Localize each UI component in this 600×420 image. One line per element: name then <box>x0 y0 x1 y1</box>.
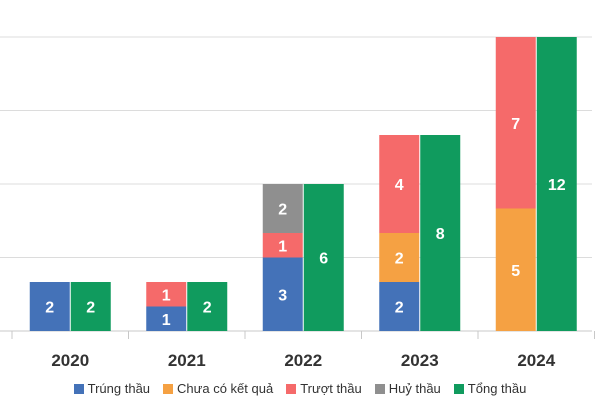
data-label: 4 <box>395 177 404 194</box>
legend: Trúng thầu Chưa có kết quả Trượt thầu Huỷ t… <box>0 381 600 396</box>
x-tick-label: 2021 <box>168 351 206 370</box>
bar-2021-Trúng thầu <box>146 306 187 331</box>
bar-2023-Trúng thầu <box>379 282 420 331</box>
bar-2020-Trúng thầu <box>29 282 70 331</box>
data-label: 3 <box>278 287 287 304</box>
data-label: 1 <box>162 287 171 304</box>
legend-item: Trượt thầu <box>286 381 362 396</box>
bar-2024-total <box>536 37 577 331</box>
bar-2022-Trượt thầu <box>262 233 303 258</box>
bar-2024-Trượt thầu <box>495 37 536 209</box>
legend-swatch <box>374 383 385 394</box>
legend-swatch <box>286 383 297 394</box>
data-label: 2 <box>45 300 54 317</box>
data-label: 12 <box>548 177 566 194</box>
bar-2023-Chưa có kết quả <box>379 233 420 282</box>
data-label: 6 <box>319 251 328 268</box>
bars <box>29 37 577 331</box>
bar-2021-total <box>187 282 228 331</box>
legend-label: Chưa có kết quả <box>177 381 274 396</box>
legend-item: Huỷ thầu <box>374 381 441 396</box>
x-axis: 2020 2021 2022 2023 2024 <box>11 331 595 370</box>
data-label: 1 <box>278 238 287 255</box>
data-label: 1 <box>162 312 171 329</box>
data-label: 2 <box>278 202 287 219</box>
legend-label: Trúng thầu <box>87 381 151 396</box>
data-label: 2 <box>395 251 404 268</box>
bar-2023-total <box>420 135 461 331</box>
x-tick-label: 2024 <box>517 351 555 370</box>
x-tick-label: 2022 <box>284 351 322 370</box>
legend-label: Tổng thầu <box>467 381 527 396</box>
bar-2024-Chưa có kết quả <box>495 208 536 331</box>
data-label: 7 <box>511 116 520 133</box>
legend-item: Tổng thầu <box>453 381 527 396</box>
legend-label: Huỷ thầu <box>388 381 441 396</box>
legend-label: Trượt thầu <box>300 381 362 396</box>
data-label: 2 <box>395 300 404 317</box>
legend-swatch <box>453 383 464 394</box>
data-label: 2 <box>203 300 212 317</box>
legend-swatch <box>163 383 174 394</box>
x-tick-label: 2023 <box>401 351 439 370</box>
bar-2022-total <box>303 184 344 331</box>
data-label: 2 <box>86 300 95 317</box>
legend-item: Trúng thầu <box>73 381 151 396</box>
bar-2022-Trúng thầu <box>262 257 303 331</box>
bar-2020-total <box>70 282 111 331</box>
bar-2022-Huỷ thầu <box>262 184 303 233</box>
data-label: 5 <box>511 263 520 280</box>
bar-2023-Trượt thầu <box>379 135 420 233</box>
data-label: 8 <box>436 226 445 243</box>
legend-item: Chưa có kết quả <box>163 381 273 396</box>
bar-2021-Trượt thầu <box>146 282 187 307</box>
x-tick-label: 2020 <box>51 351 89 370</box>
legend-swatch <box>73 383 84 394</box>
